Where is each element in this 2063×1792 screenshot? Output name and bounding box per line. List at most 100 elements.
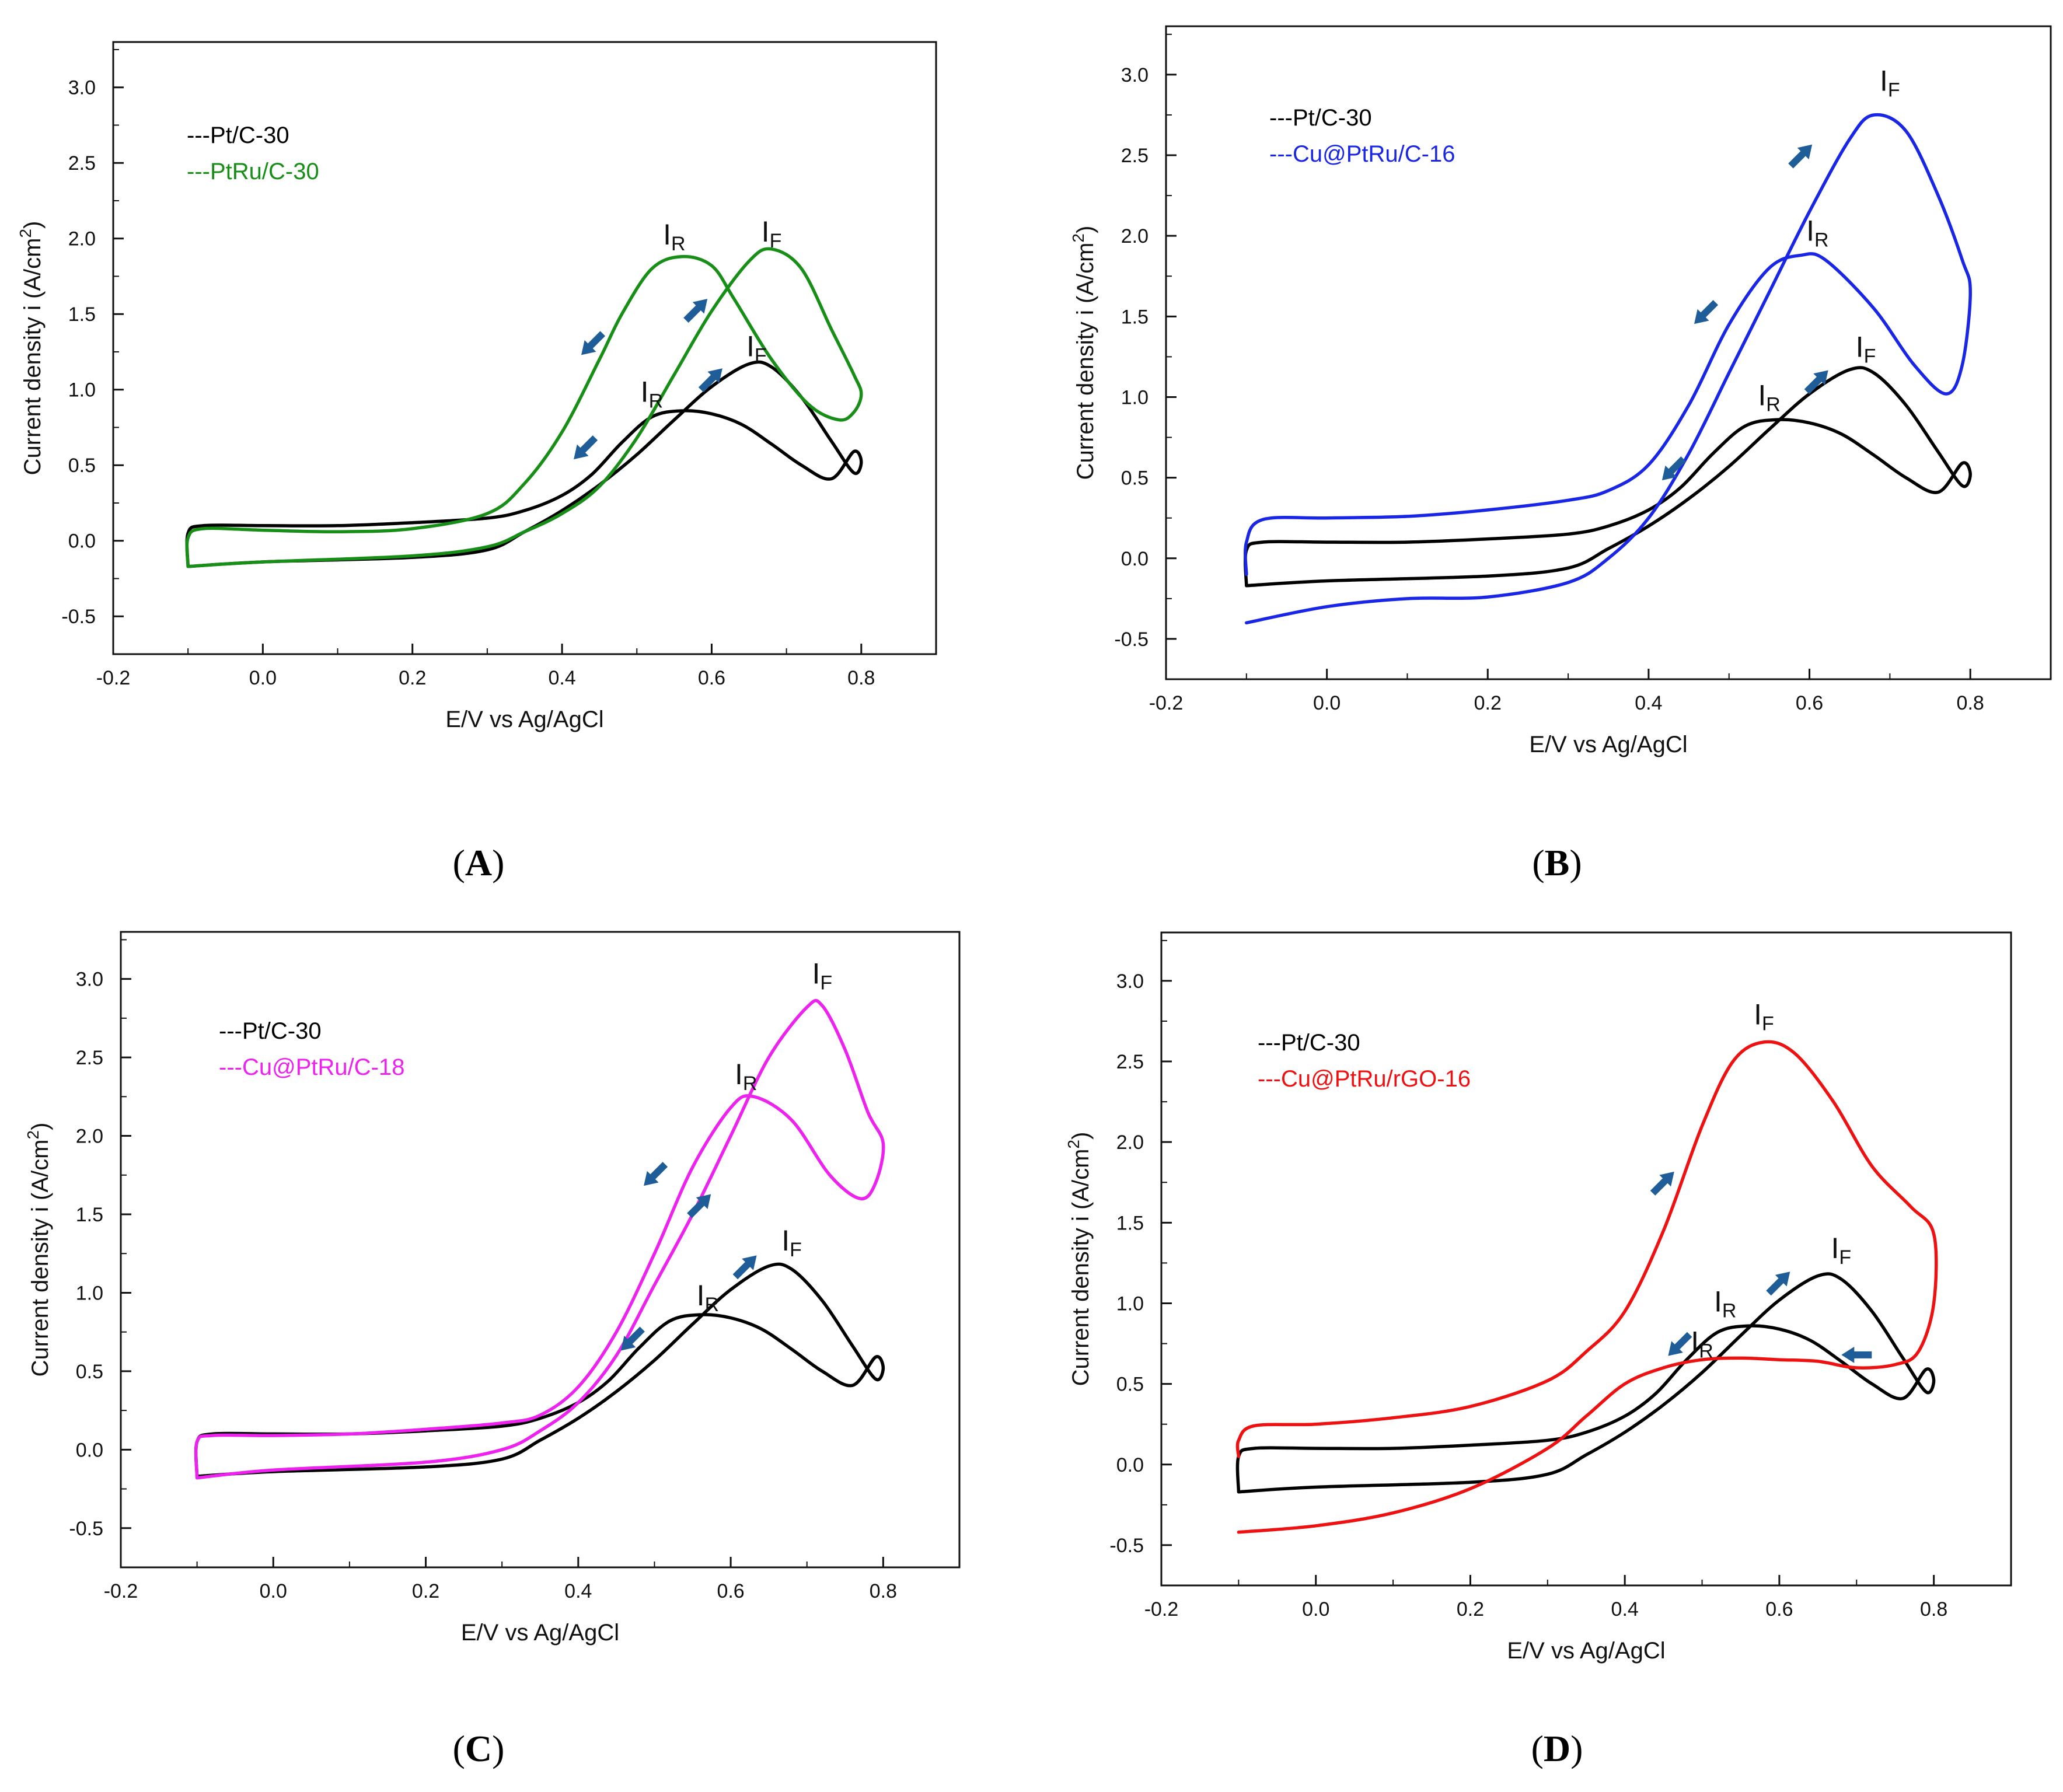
x-tick-label: 0.2 xyxy=(1457,1598,1484,1620)
x-tick-label: 0.4 xyxy=(548,667,575,689)
chart-panel-C: -0.2 0.0 0.2 0.4 0.6 0.8 -0.5 0.0 0.5 1.0 1.5 2.0 2.… xyxy=(24,931,961,1646)
y-tick-label: 1.5 xyxy=(1121,306,1149,328)
x-tick-label: 0.4 xyxy=(1611,1598,1639,1620)
legend-entry: ---Cu@PtRu/rGO-16 xyxy=(1258,1066,1471,1092)
direction-arrow-icon xyxy=(1788,144,1813,169)
chart-panel-B: -0.2 0.0 0.2 0.4 0.6 0.8 -0.5 0.0 0.5 1.0 1.5 2.0 2.… xyxy=(1069,25,2052,757)
y-tick-label: 1.5 xyxy=(1116,1212,1144,1234)
peak-label: IR xyxy=(663,218,685,255)
y-axis-label: Current density i (A/cm2) xyxy=(24,1123,53,1377)
series-line-1 xyxy=(1244,113,1972,625)
direction-arrow-icon xyxy=(1841,1346,1872,1363)
direction-arrow-icon xyxy=(644,1162,668,1186)
x-axis-label: E/V vs Ag/AgCl xyxy=(1529,732,1687,757)
x-tick-label: -0.2 xyxy=(96,667,131,689)
y-tick-label: 1.5 xyxy=(76,1204,103,1226)
x-tick-label: 0.0 xyxy=(1302,1598,1329,1620)
y-tick-label: 0.0 xyxy=(76,1439,103,1461)
series-line-1 xyxy=(194,998,885,1480)
direction-arrow-icon xyxy=(1804,370,1828,394)
x-axis-label: E/V vs Ag/AgCl xyxy=(461,1620,619,1646)
plot-frame xyxy=(112,41,937,655)
legend-entry: ---Pt/C-30 xyxy=(1269,105,1372,131)
x-tick-label: -0.2 xyxy=(1149,692,1184,714)
peak-label: IF xyxy=(781,1224,802,1261)
y-tick-label: 2.5 xyxy=(1116,1051,1144,1073)
x-tick-label: 0.2 xyxy=(1474,692,1502,714)
direction-arrow-icon xyxy=(683,299,708,323)
series-line-0 xyxy=(1244,366,1972,588)
x-tick-label: 0.2 xyxy=(412,1580,439,1602)
y-tick-label: 2.5 xyxy=(76,1047,103,1069)
y-tick-label: 2.0 xyxy=(68,228,96,250)
chart-panel-A: -0.2 0.0 0.2 0.4 0.6 0.8 -0.5 0.0 0.5 1.0 1.5 2.0 2.… xyxy=(16,41,937,732)
y-tick-label: 0.0 xyxy=(1121,548,1149,570)
series-line-1 xyxy=(1235,1040,1938,1534)
peak-label: IF xyxy=(1880,65,1900,102)
x-tick-label: 0.0 xyxy=(1313,692,1341,714)
y-axis-label: Current density i (A/cm2) xyxy=(16,221,46,476)
direction-arrow-icon xyxy=(698,368,722,393)
chart-panel-D: -0.2 0.0 0.2 0.4 0.6 0.8 -0.5 0.0 0.5 1.0 1.5 2.0 2.… xyxy=(1064,931,2012,1664)
plot-frame xyxy=(120,931,961,1569)
peak-label: IF xyxy=(812,958,833,994)
y-tick-label: 2.0 xyxy=(76,1126,103,1148)
peak-label: IF xyxy=(1831,1232,1851,1269)
x-tick-label: 0.0 xyxy=(260,1580,287,1602)
y-tick-label: 0.5 xyxy=(1121,467,1149,490)
x-axis-label: E/V vs Ag/AgCl xyxy=(1507,1638,1665,1664)
x-tick-label: -0.2 xyxy=(104,1580,138,1602)
peak-label: IR xyxy=(735,1058,757,1095)
legend-entry: ---Pt/C-30 xyxy=(219,1018,322,1044)
direction-arrow-icon xyxy=(620,1326,645,1351)
direction-arrow-icon xyxy=(574,435,598,460)
x-tick-label: 0.6 xyxy=(717,1580,744,1602)
y-tick-label: 3.0 xyxy=(1116,970,1144,993)
panel-label: (A) xyxy=(453,842,505,883)
direction-arrow-icon xyxy=(1668,1332,1692,1356)
legend-entry: ---Cu@PtRu/C-18 xyxy=(219,1054,404,1080)
y-tick-label: 0.5 xyxy=(68,455,96,477)
y-tick-label: 0.0 xyxy=(68,530,96,553)
peak-label: IR xyxy=(697,1279,719,1316)
x-tick-label: 0.4 xyxy=(564,1580,592,1602)
y-tick-label: 1.0 xyxy=(1116,1293,1144,1315)
x-tick-label: 0.6 xyxy=(698,667,725,689)
peak-label: IF xyxy=(1754,998,1774,1035)
peak-label: IR xyxy=(1691,1325,1713,1362)
panel-label: (B) xyxy=(1532,842,1582,883)
y-tick-label: 2.0 xyxy=(1116,1131,1144,1154)
y-axis-label: Current density i (A/cm2) xyxy=(1064,1132,1094,1386)
peak-label: IF xyxy=(762,215,782,252)
y-axis-label: Current density i (A/cm2) xyxy=(1069,226,1098,480)
y-tick-label: 0.5 xyxy=(1116,1374,1144,1396)
x-tick-label: 0.8 xyxy=(847,667,875,689)
y-tick-label: 2.5 xyxy=(68,152,96,174)
y-tick-label: -0.5 xyxy=(1114,628,1149,651)
direction-arrow-icon xyxy=(1650,1171,1674,1196)
direction-arrow-icon xyxy=(1661,456,1686,481)
x-tick-label: 0.0 xyxy=(249,667,277,689)
y-tick-label: -0.5 xyxy=(69,1518,103,1540)
series-line-0 xyxy=(194,1262,885,1478)
y-tick-label: 2.5 xyxy=(1121,145,1149,167)
direction-arrow-icon xyxy=(687,1194,711,1218)
x-tick-label: 0.4 xyxy=(1635,692,1662,714)
x-tick-label: 0.6 xyxy=(1765,1598,1793,1620)
plot-frame xyxy=(1160,931,2012,1587)
peak-label: IF xyxy=(746,330,767,367)
peak-label: IR xyxy=(1714,1285,1736,1322)
direction-arrow-icon xyxy=(1694,300,1719,324)
x-tick-label: 0.8 xyxy=(870,1580,897,1602)
y-tick-label: 1.0 xyxy=(76,1282,103,1304)
x-tick-label: 0.8 xyxy=(1920,1598,1947,1620)
y-tick-label: 0.5 xyxy=(76,1361,103,1383)
y-tick-label: 0.0 xyxy=(1116,1454,1144,1476)
peak-label: IR xyxy=(1758,379,1780,415)
direction-arrow-icon xyxy=(581,331,606,355)
y-tick-label: 3.0 xyxy=(68,77,96,99)
y-tick-label: 3.0 xyxy=(76,969,103,991)
x-tick-label: 0.8 xyxy=(1957,692,1984,714)
panel-label: (C) xyxy=(453,1728,505,1769)
